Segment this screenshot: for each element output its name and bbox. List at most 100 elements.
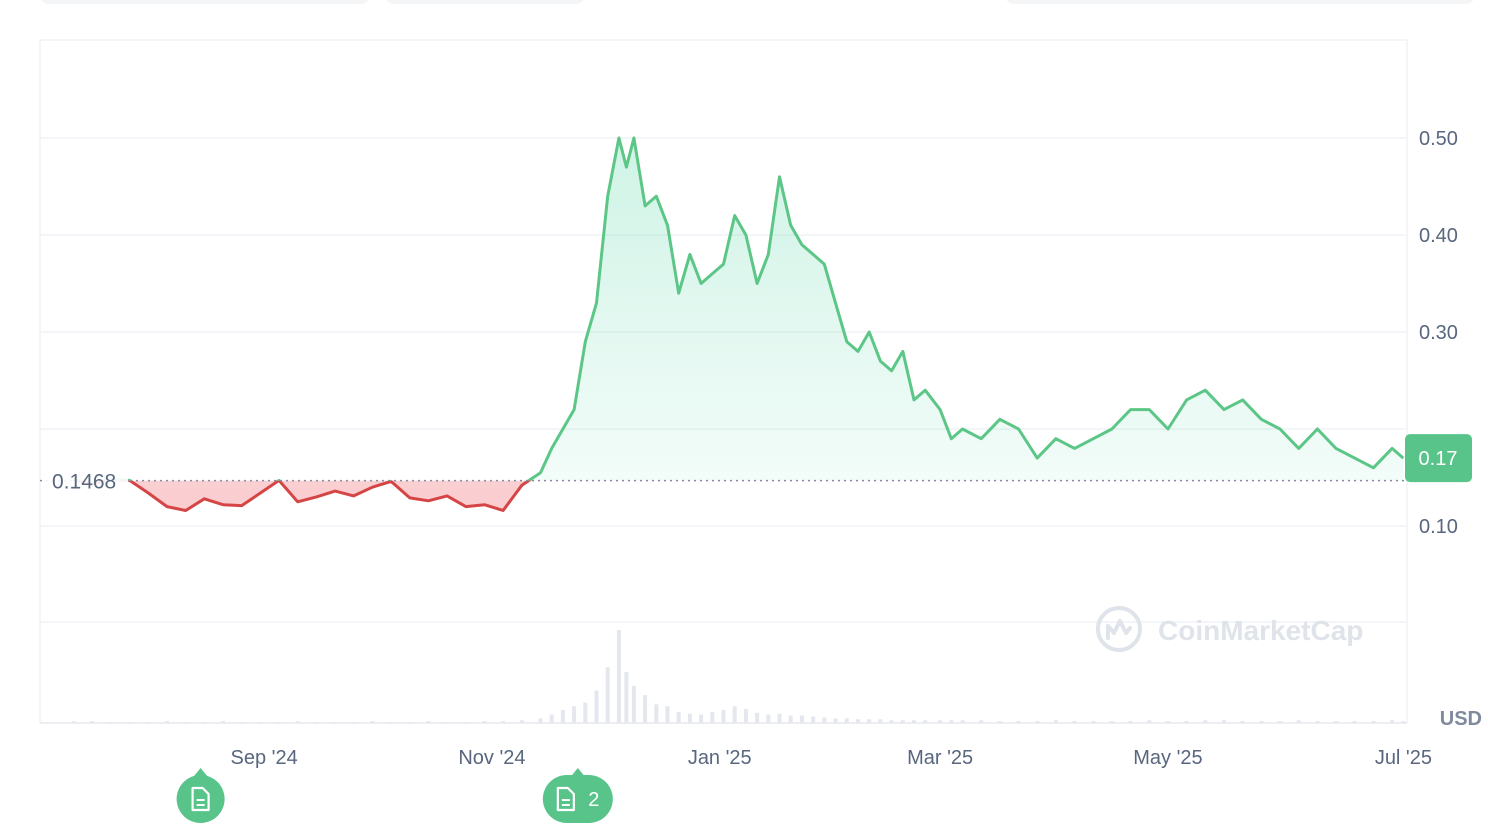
- volume-bar: [1184, 721, 1189, 723]
- y-tick-label: 0.40: [1419, 225, 1458, 247]
- volume-bar: [665, 706, 670, 723]
- volume-bar: [1203, 720, 1208, 723]
- volume-bar: [1128, 721, 1133, 723]
- y-tick-label: 0.30: [1419, 322, 1458, 344]
- volume-bar: [146, 722, 151, 723]
- volume-bar: [1371, 721, 1376, 723]
- watermark-text: CoinMarketCap: [1158, 615, 1363, 646]
- volume-bar: [183, 722, 188, 723]
- volume-bar: [699, 714, 704, 723]
- volume-bar: [1053, 720, 1058, 723]
- coinmarketcap-logo-mark: [1106, 619, 1132, 640]
- volume-bar: [1035, 721, 1040, 723]
- volume-bar: [560, 709, 565, 723]
- baseline-label-bg: [44, 464, 128, 495]
- volume-bar: [583, 702, 588, 723]
- volume-bar: [997, 721, 1002, 723]
- volume-bar: [979, 720, 984, 723]
- volume-bar: [777, 713, 782, 723]
- event-marker[interactable]: [176, 768, 225, 823]
- volume-bar: [624, 671, 629, 723]
- x-tick-label: Jan '25: [688, 747, 752, 769]
- volume-bar: [538, 718, 543, 723]
- volume-bar: [755, 712, 760, 723]
- volume-bar: [202, 722, 207, 723]
- volume-bar: [221, 721, 226, 723]
- volume-bar: [1221, 720, 1226, 723]
- volume-bar: [676, 711, 681, 723]
- volume-bar: [295, 721, 300, 723]
- volume-bar: [594, 690, 599, 723]
- volume-bar: [631, 685, 636, 723]
- price-line-down: [73, 480, 532, 512]
- event-marker-count: 2: [588, 789, 599, 811]
- volume-bar: [654, 704, 659, 723]
- price-area-up: [73, 138, 1404, 481]
- x-tick-label: Sep '24: [230, 747, 297, 769]
- volume-bar: [844, 718, 849, 723]
- volume-bar: [108, 722, 113, 723]
- volume-bar: [605, 667, 610, 723]
- volume-bar: [949, 720, 954, 723]
- volume-bar: [445, 722, 450, 723]
- volume-bar: [833, 718, 838, 723]
- volume-bar: [1016, 721, 1021, 723]
- volume-bar: [1072, 721, 1077, 723]
- volume-bar: [277, 722, 282, 723]
- volume-bar: [811, 716, 816, 723]
- volume-bar: [239, 722, 244, 723]
- current-price-label: 0.17: [1419, 448, 1458, 470]
- volume-bar: [370, 721, 375, 723]
- y-tick-label: 0.10: [1419, 516, 1458, 538]
- volume-bar: [1401, 721, 1406, 723]
- volume-bar: [643, 695, 648, 723]
- top-control-bar[interactable]: [385, 0, 585, 4]
- volume-bar: [164, 721, 169, 723]
- volume-bar: [127, 722, 132, 723]
- volume-bar: [766, 714, 771, 723]
- volume-bar: [1147, 720, 1152, 723]
- volume-bar: [799, 715, 804, 723]
- volume-bar: [1296, 720, 1301, 723]
- volume-bar: [351, 722, 356, 723]
- volume-bar: [90, 721, 95, 723]
- chart-axes: 0.10 0.30 0.40 0.50 Sep '24 Nov '24 Jan '25 Mar…: [230, 128, 1482, 769]
- volume-bar: [855, 719, 860, 723]
- volume-bar: [1240, 721, 1245, 723]
- document-icon: [191, 786, 210, 812]
- volume-bar: [1165, 721, 1170, 723]
- event-marker-badge: [542, 775, 613, 823]
- volume-bar: [1352, 721, 1357, 723]
- volume-bar: [463, 722, 468, 723]
- volume-bar: [960, 720, 965, 723]
- volume-bars: [71, 630, 1406, 723]
- price-line-up: [73, 136, 1405, 481]
- volume-bar: [867, 719, 872, 723]
- volume-bar: [1315, 721, 1320, 723]
- volume-bar: [1259, 721, 1264, 723]
- volume-bar: [572, 706, 577, 723]
- price-series: [40, 136, 1407, 512]
- volume-bar: [1334, 721, 1339, 723]
- top-control-bar[interactable]: [1005, 0, 1475, 4]
- y-tick-label: 0.50: [1419, 128, 1458, 150]
- volume-bar: [258, 722, 263, 723]
- volume-bar: [721, 709, 726, 723]
- volume-bar: [333, 722, 338, 723]
- x-tick-label: Mar '25: [907, 747, 973, 769]
- volume-bar: [407, 722, 412, 723]
- volume-bar: [549, 714, 554, 723]
- volume-bar: [519, 720, 524, 723]
- volume-bar: [314, 722, 319, 723]
- volume-bar: [878, 719, 883, 723]
- volume-bar: [710, 711, 715, 723]
- volume-bar: [687, 713, 692, 723]
- coinmarketcap-watermark: CoinMarketCap: [1096, 606, 1363, 652]
- x-tick-label: Nov '24: [458, 747, 525, 769]
- x-tick-label: May '25: [1133, 747, 1202, 769]
- event-marker[interactable]: 2: [542, 768, 613, 823]
- top-control-bar[interactable]: [40, 0, 370, 4]
- volume-bar: [900, 720, 905, 723]
